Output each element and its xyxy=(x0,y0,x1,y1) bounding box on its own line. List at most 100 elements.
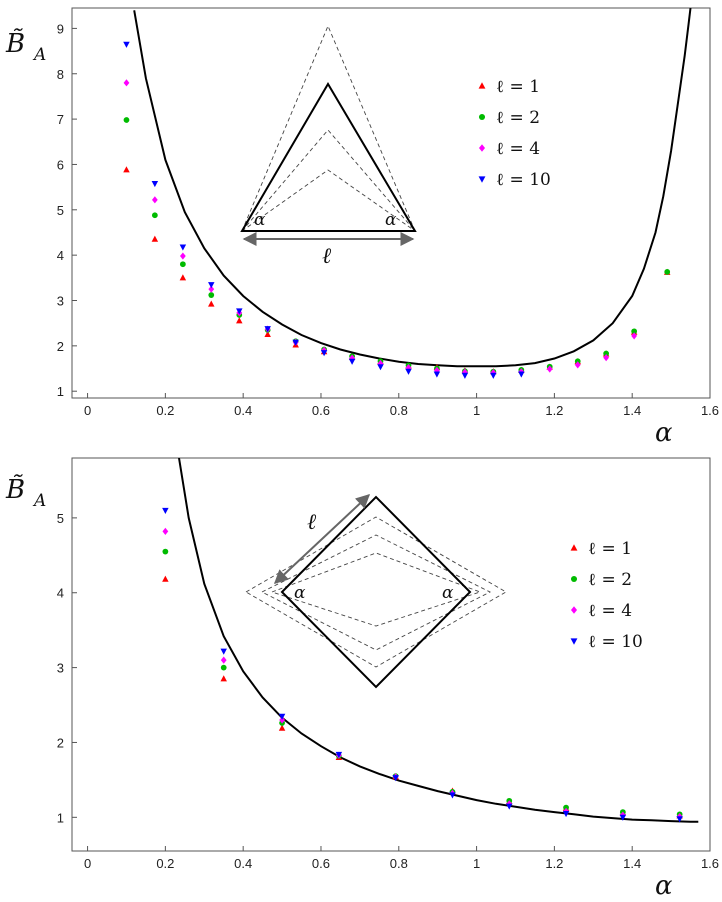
y-tick-label: 2 xyxy=(57,339,64,354)
y-tick-label: 7 xyxy=(57,112,64,127)
data-point xyxy=(123,41,130,48)
y-tick-label: 2 xyxy=(57,735,64,750)
data-point xyxy=(335,751,343,759)
inset-angle-label-left: α xyxy=(254,210,266,230)
bottom-y-axis-label-sub: A xyxy=(32,491,46,511)
data-point xyxy=(179,252,186,260)
data-point xyxy=(279,716,285,724)
inset-angle-label-right: α xyxy=(385,210,397,230)
x-tick-label: 0 xyxy=(84,856,91,871)
x-tick-label: 0.4 xyxy=(234,856,252,871)
data-point xyxy=(208,292,215,298)
legend-label: ℓ = 10 xyxy=(496,170,551,190)
data-point xyxy=(461,372,469,379)
top-theory-curve xyxy=(133,8,692,368)
data-point xyxy=(162,507,169,514)
y-tick-label: 5 xyxy=(57,203,64,218)
data-point xyxy=(151,235,159,242)
legend-marker xyxy=(570,544,578,551)
data-point xyxy=(220,675,227,682)
data-point xyxy=(123,117,130,123)
theory-curve-line xyxy=(133,8,692,368)
data-point xyxy=(377,359,384,368)
bottom-axes: 0 0.2 0.4 0.6 0.8 1 1.2 1.4 1.6 1 2 3 4 5 xyxy=(57,457,719,871)
data-point xyxy=(220,664,227,671)
x-tick-label: 1.6 xyxy=(701,856,719,871)
top-y-axis-label: B̃ A xyxy=(5,28,46,65)
x-tick-label: 0.6 xyxy=(312,403,330,418)
top-data-points xyxy=(123,41,671,379)
y-tick-label: 1 xyxy=(57,384,64,399)
top-legend: ℓ = 1 ℓ = 2 ℓ = 4 ℓ = 10 xyxy=(478,77,551,190)
legend-marker xyxy=(478,176,486,183)
y-tick-label: 1 xyxy=(57,810,64,825)
legend-label: ℓ = 4 xyxy=(496,139,540,159)
x-tick-label: 0.4 xyxy=(234,403,252,418)
legend-label: ℓ = 2 xyxy=(496,108,540,128)
data-point xyxy=(631,328,638,335)
bottom-theory-curve xyxy=(178,458,699,823)
bottom-y-axis-label-main: B̃ xyxy=(5,474,25,505)
data-point xyxy=(151,196,158,204)
data-point xyxy=(574,361,581,369)
legend-label: ℓ = 2 xyxy=(588,570,632,590)
data-point xyxy=(603,354,610,362)
legend-label: ℓ = 1 xyxy=(496,77,540,97)
inset-length-label: ℓ xyxy=(322,244,332,269)
data-point xyxy=(490,369,497,377)
data-point xyxy=(236,308,243,315)
plot-frame xyxy=(71,7,711,399)
data-point xyxy=(574,358,581,365)
data-point xyxy=(123,79,130,87)
y-tick-label: 8 xyxy=(57,67,64,82)
y-tick-label: 4 xyxy=(57,248,64,263)
data-point xyxy=(619,814,627,821)
data-point xyxy=(278,724,286,731)
plot-frame xyxy=(71,457,711,852)
bottom-data-points xyxy=(162,507,683,823)
x-tick-label: 0.8 xyxy=(390,403,408,418)
legend-marker xyxy=(570,638,578,645)
data-point xyxy=(562,811,570,818)
top-x-axis-label: α xyxy=(655,418,673,448)
data-point xyxy=(264,330,271,338)
inset-dashed-triangle-2 xyxy=(241,129,416,232)
top-y-axis-label-sub: A xyxy=(32,45,46,65)
data-point xyxy=(676,816,683,823)
inset-dashed-triangle-3 xyxy=(241,169,416,232)
top-panel: B̃ A α 0 0.2 0.4 0.6 0.8 1 1.2 1.4 1.6123456789 … xyxy=(5,7,719,448)
data-point xyxy=(292,339,299,346)
data-point xyxy=(151,180,159,188)
legend-marker xyxy=(478,82,486,89)
bottom-legend: ℓ = 1 ℓ = 2 ℓ = 4 ℓ = 10 xyxy=(570,539,643,652)
data-point xyxy=(490,372,497,379)
data-point xyxy=(377,364,384,371)
legend-marker xyxy=(478,144,486,152)
data-point xyxy=(208,300,215,307)
x-tick-label: 0.6 xyxy=(312,856,330,871)
legend-marker xyxy=(570,606,578,614)
x-tick-label: 1.4 xyxy=(623,403,641,418)
data-point xyxy=(278,713,286,720)
data-point xyxy=(449,792,456,799)
x-tick-label: 0.8 xyxy=(390,856,408,871)
x-tick-label: 0.2 xyxy=(156,856,174,871)
y-tick-label: 9 xyxy=(57,21,64,36)
bottom-panel: B̃ A α 0 0.2 0.4 0.6 0.8 1 1.2 1.4 1.6 1 2 3 4 5 ℓ α … xyxy=(5,457,719,901)
bottom-y-axis-label: B̃ A xyxy=(5,474,46,511)
legend-label: ℓ = 10 xyxy=(588,632,643,652)
data-point xyxy=(220,648,227,655)
y-tick-label: 3 xyxy=(57,294,64,309)
x-tick-label: 1 xyxy=(473,856,480,871)
inset-angle-label-left: α xyxy=(294,583,306,603)
data-point xyxy=(433,371,441,378)
x-tick-label: 1.6 xyxy=(701,403,719,418)
data-point xyxy=(236,317,243,324)
data-point xyxy=(546,365,553,373)
bottom-inset-rhombus: ℓ α α xyxy=(245,494,507,689)
data-point xyxy=(631,332,638,340)
data-point xyxy=(392,775,399,782)
y-tick-label: 5 xyxy=(57,511,64,526)
x-tick-label: 1.2 xyxy=(545,403,563,418)
